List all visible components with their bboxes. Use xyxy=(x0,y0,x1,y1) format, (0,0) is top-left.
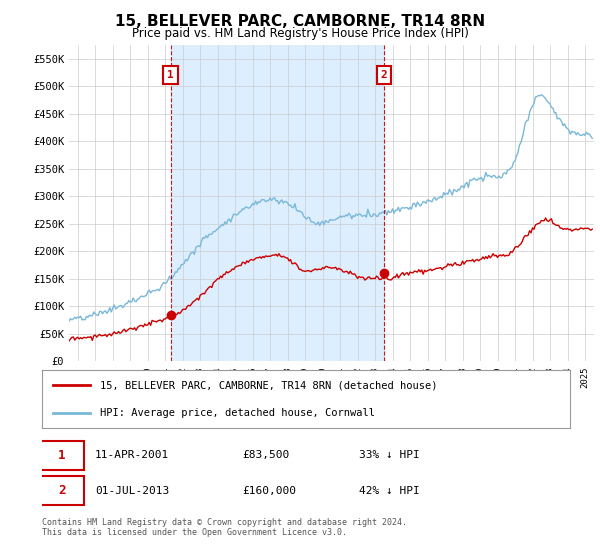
Text: HPI: Average price, detached house, Cornwall: HPI: Average price, detached house, Corn… xyxy=(100,408,375,418)
Text: 1: 1 xyxy=(167,70,174,80)
Text: 1: 1 xyxy=(58,449,66,461)
FancyBboxPatch shape xyxy=(40,477,84,505)
Text: 11-APR-2001: 11-APR-2001 xyxy=(95,450,169,460)
Text: Contains HM Land Registry data © Crown copyright and database right 2024.
This d: Contains HM Land Registry data © Crown c… xyxy=(42,518,407,538)
Text: 2: 2 xyxy=(380,70,388,80)
Text: 2: 2 xyxy=(58,484,66,497)
Bar xyxy=(170,45,384,361)
Text: 01-JUL-2013: 01-JUL-2013 xyxy=(95,486,169,496)
Text: £83,500: £83,500 xyxy=(242,450,290,460)
Text: 15, BELLEVER PARC, CAMBORNE, TR14 8RN: 15, BELLEVER PARC, CAMBORNE, TR14 8RN xyxy=(115,14,485,29)
Text: 42% ↓ HPI: 42% ↓ HPI xyxy=(359,486,419,496)
Text: £160,000: £160,000 xyxy=(242,486,296,496)
Text: Price paid vs. HM Land Registry's House Price Index (HPI): Price paid vs. HM Land Registry's House … xyxy=(131,27,469,40)
FancyBboxPatch shape xyxy=(40,441,84,469)
Text: 33% ↓ HPI: 33% ↓ HPI xyxy=(359,450,419,460)
Text: 15, BELLEVER PARC, CAMBORNE, TR14 8RN (detached house): 15, BELLEVER PARC, CAMBORNE, TR14 8RN (d… xyxy=(100,380,437,390)
